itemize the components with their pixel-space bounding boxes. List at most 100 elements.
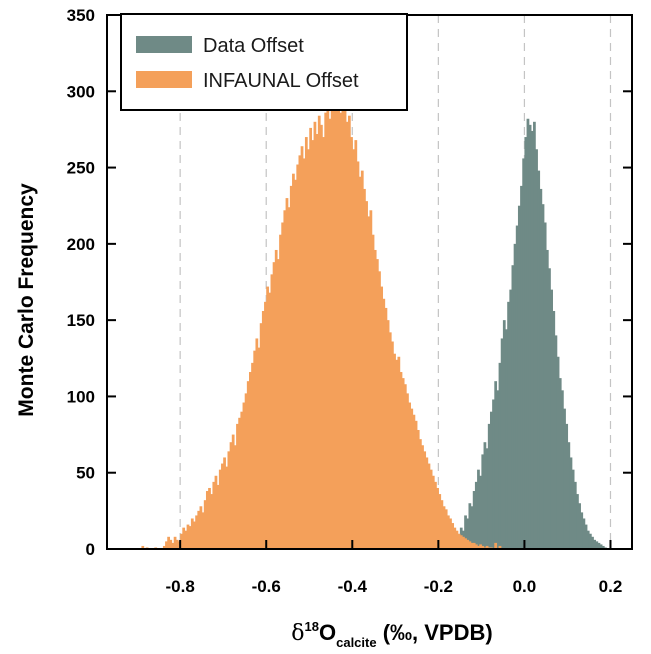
histogram-bar xyxy=(378,271,381,549)
histogram-bar xyxy=(466,539,470,549)
histogram-bar xyxy=(401,378,405,549)
histogram-bar xyxy=(347,115,351,549)
histogram-bar xyxy=(354,140,358,549)
histogram-bar xyxy=(289,185,293,549)
histogram-bar xyxy=(212,481,216,549)
histogram-bar xyxy=(492,399,495,549)
histogram-bar xyxy=(391,341,394,549)
x-tick-label: -0.8 xyxy=(166,577,195,596)
histogram-bar xyxy=(188,526,192,549)
histogram-bar xyxy=(205,491,209,549)
histogram-bar xyxy=(251,362,254,549)
histogram-bar xyxy=(261,310,265,549)
histogram-bar xyxy=(332,109,336,549)
histogram-bar xyxy=(588,533,592,549)
histogram-bar xyxy=(281,222,285,550)
y-tick-label: 350 xyxy=(67,6,95,25)
legend-swatch-data-offset xyxy=(136,36,192,53)
histogram-bar xyxy=(517,205,521,549)
histogram-bar xyxy=(307,149,310,549)
histogram-bar xyxy=(259,323,263,549)
histogram-bar xyxy=(375,259,379,549)
histogram-bar xyxy=(481,454,485,549)
histogram-bar xyxy=(180,533,183,549)
histogram-bar xyxy=(399,372,403,549)
histogram-bar xyxy=(201,512,205,549)
histogram-bar xyxy=(502,320,506,549)
histogram-bar xyxy=(406,393,409,549)
histogram-bar xyxy=(300,146,304,549)
y-tick-label: 250 xyxy=(67,159,95,178)
histogram-bar xyxy=(414,420,418,549)
histogram-bar xyxy=(296,164,300,549)
histogram-bar xyxy=(496,390,500,549)
histogram-bar xyxy=(530,130,534,549)
histogram-bar xyxy=(360,170,364,549)
histogram-bars xyxy=(141,89,607,550)
histogram-bar xyxy=(412,414,416,549)
histogram-bar xyxy=(470,506,474,549)
histogram-bar xyxy=(449,518,452,549)
histogram-bar xyxy=(294,179,297,549)
histogram-bar xyxy=(431,475,435,549)
legend: Data Offset INFAUNAL Offset xyxy=(120,13,408,111)
histogram-bar xyxy=(513,243,517,549)
histogram-bar xyxy=(477,469,480,549)
histogram-bar xyxy=(468,541,472,549)
histogram-bar xyxy=(298,155,302,549)
histogram-bar xyxy=(272,262,276,549)
histogram-bar xyxy=(427,463,431,549)
histogram-bar xyxy=(339,112,343,549)
histogram-bar xyxy=(511,265,515,549)
histogram-bar xyxy=(571,469,575,549)
histogram-bar xyxy=(169,539,173,549)
histogram-bar xyxy=(593,539,597,549)
histogram-bar xyxy=(371,234,375,549)
histogram-bar xyxy=(369,210,373,549)
histogram-bar xyxy=(373,249,377,549)
histogram-bar xyxy=(552,310,556,549)
histogram-bar xyxy=(410,408,414,549)
histogram-bar xyxy=(595,541,599,549)
legend-frame xyxy=(120,13,408,111)
histogram-bar xyxy=(292,173,295,549)
histogram-bar xyxy=(558,378,562,549)
histogram-bar xyxy=(274,249,278,549)
histogram-bar xyxy=(599,544,603,549)
histogram-bar xyxy=(509,289,513,549)
histogram-bar xyxy=(345,121,349,550)
histogram-bar xyxy=(343,106,347,550)
histogram-bar xyxy=(479,544,482,549)
histogram-bar xyxy=(227,451,231,549)
histogram-bar xyxy=(322,137,325,550)
y-tick-label: 150 xyxy=(67,311,95,330)
histogram-bar xyxy=(358,176,362,549)
histogram-bar xyxy=(386,320,390,549)
histogram-bar xyxy=(474,481,478,549)
histogram-bar xyxy=(591,536,594,549)
histogram-bar xyxy=(466,518,470,549)
histogram-bar xyxy=(315,134,319,549)
histogram-bar xyxy=(438,494,442,549)
histogram-bar xyxy=(231,434,235,549)
histogram-bar xyxy=(537,170,541,549)
histogram-bar xyxy=(210,494,214,549)
histogram-bar xyxy=(388,332,392,549)
histogram-bar xyxy=(556,356,560,549)
y-tick-label: 0 xyxy=(86,540,95,559)
histogram-bar xyxy=(472,542,476,549)
histogram-bar xyxy=(543,222,547,550)
histogram-bar xyxy=(186,524,190,549)
histogram-bar xyxy=(520,185,523,549)
histogram-bar xyxy=(576,494,579,549)
histogram-bar xyxy=(382,298,386,549)
histogram-bar xyxy=(457,533,461,549)
histogram-bar xyxy=(195,515,198,549)
histogram-bar xyxy=(264,301,267,549)
histogram-bar xyxy=(494,381,498,549)
histogram-bar xyxy=(483,442,487,549)
y-tick-label: 200 xyxy=(67,235,95,254)
histogram-bar xyxy=(582,518,586,549)
histogram-bar xyxy=(311,140,315,549)
histogram-bar xyxy=(242,402,246,549)
